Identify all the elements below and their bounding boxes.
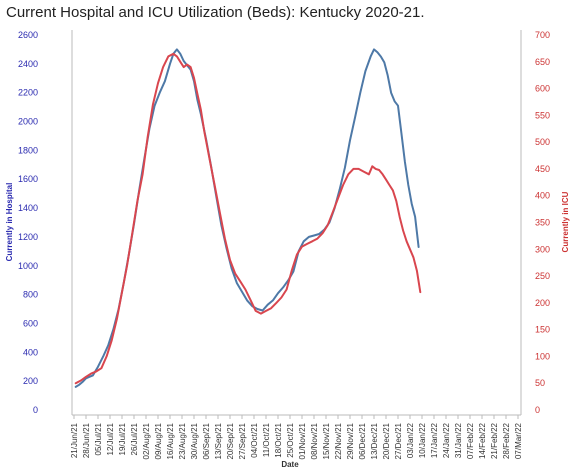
- x-tick-label: 07/Feb/22: [466, 422, 475, 459]
- y-right-tick-label: 700: [535, 30, 550, 40]
- y-right-tick-label: 150: [535, 325, 550, 335]
- y-left-tick-label: 1400: [18, 203, 38, 213]
- x-tick-label: 09/Aug/21: [154, 422, 163, 459]
- x-tick-label: 16/Aug/21: [166, 422, 175, 459]
- x-tick-label: 25/Oct/21: [286, 422, 295, 457]
- series-line-icu: [74, 52, 422, 385]
- x-tick-label: 15/Nov/21: [322, 422, 331, 459]
- x-tick-label: 26/Jul/21: [130, 422, 139, 455]
- y-left-tick-label: 400: [23, 347, 38, 357]
- x-tick-label: 27/Sep/21: [238, 422, 247, 459]
- y-left-tick-label: 200: [23, 376, 38, 386]
- y-left-axis-label: Currently in Hospital: [5, 183, 14, 262]
- y-left-tick-label: 1200: [18, 232, 38, 242]
- x-axis-label: Date: [281, 460, 299, 469]
- y-left-tick-label: 2000: [18, 117, 38, 127]
- y-right-tick-label: 300: [535, 244, 550, 254]
- chart-title: Current Hospital and ICU Utilization (Be…: [6, 4, 425, 21]
- x-tick-label: 06/Sep/21: [202, 422, 211, 459]
- x-tick-label: 03/Jan/22: [406, 422, 415, 458]
- y-left-tick-label: 2400: [18, 59, 38, 69]
- x-tick-label: 06/Dec/21: [358, 422, 367, 459]
- x-tick-label: 08/Nov/21: [310, 422, 319, 459]
- y-right-tick-label: 0: [535, 405, 540, 415]
- x-tick-label: 13/Dec/21: [370, 422, 379, 459]
- y-left-tick-label: 0: [33, 405, 38, 415]
- y-left-tick-label: 2200: [18, 88, 38, 98]
- x-tick-label: 28/Feb/22: [502, 422, 511, 459]
- y-right-tick-label: 650: [535, 57, 550, 67]
- y-left-tick-label: 1000: [18, 261, 38, 271]
- x-tick-label: 22/Nov/21: [334, 422, 343, 459]
- x-tick-label: 30/Aug/21: [190, 422, 199, 459]
- y-right-tick-label: 350: [535, 218, 550, 228]
- x-tick-label: 02/Aug/21: [142, 422, 151, 459]
- y-right-axis-label: Currently in ICU: [561, 191, 570, 252]
- x-tick-label: 01/Nov/21: [298, 422, 307, 459]
- y-left-tick-label: 800: [23, 290, 38, 300]
- x-tick-label: 17/Jan/22: [430, 422, 439, 458]
- y-right-tick-label: 500: [535, 137, 550, 147]
- y-right-tick-label: 550: [535, 110, 550, 120]
- x-tick-label: 10/Jan/22: [418, 422, 427, 458]
- y-right-tick-label: 400: [535, 191, 550, 201]
- x-tick-label: 29/Nov/21: [346, 422, 355, 459]
- y-right-tick-label: 200: [535, 298, 550, 308]
- y-left-tick-label: 1800: [18, 145, 38, 155]
- x-tick-label: 11/Oct/21: [262, 422, 271, 457]
- y-right-tick-label: 50: [535, 378, 545, 388]
- axes-layer: [71, 30, 522, 419]
- y-left-tick-label: 600: [23, 318, 38, 328]
- x-tick-label: 20/Dec/21: [382, 422, 391, 459]
- x-tick-label: 18/Oct/21: [274, 422, 283, 457]
- x-tick-label: 04/Oct/21: [250, 422, 259, 457]
- x-tick-label: 12/Jul/21: [106, 422, 115, 455]
- x-tick-label: 05/Jul/21: [94, 422, 103, 455]
- x-tick-label: 28/Jun/21: [82, 422, 91, 458]
- labels-layer: 0200400600800100012001400160018002000220…: [5, 30, 570, 469]
- series-layer: [74, 48, 422, 388]
- y-right-tick-label: 250: [535, 271, 550, 281]
- x-tick-label: 31/Jan/22: [454, 422, 463, 458]
- x-tick-label: 07/Mar/22: [514, 422, 523, 459]
- y-right-tick-label: 600: [535, 84, 550, 94]
- y-right-tick-label: 100: [535, 351, 550, 361]
- x-tick-label: 19/Jul/21: [118, 422, 127, 455]
- x-tick-label: 20/Sep/21: [226, 422, 235, 459]
- x-tick-label: 14/Feb/22: [478, 422, 487, 459]
- x-tick-label: 13/Sep/21: [214, 422, 223, 459]
- x-tick-label: 24/Jan/22: [442, 422, 451, 458]
- y-right-tick-label: 450: [535, 164, 550, 174]
- x-tick-label: 23/Aug/21: [178, 422, 187, 459]
- x-tick-label: 21/Feb/22: [490, 422, 499, 459]
- x-tick-label: 27/Dec/21: [394, 422, 403, 459]
- y-left-tick-label: 2600: [18, 30, 38, 40]
- y-left-tick-label: 1600: [18, 174, 38, 184]
- series-line-hospital: [74, 48, 420, 388]
- x-tick-label: 21/Jun/21: [70, 422, 79, 458]
